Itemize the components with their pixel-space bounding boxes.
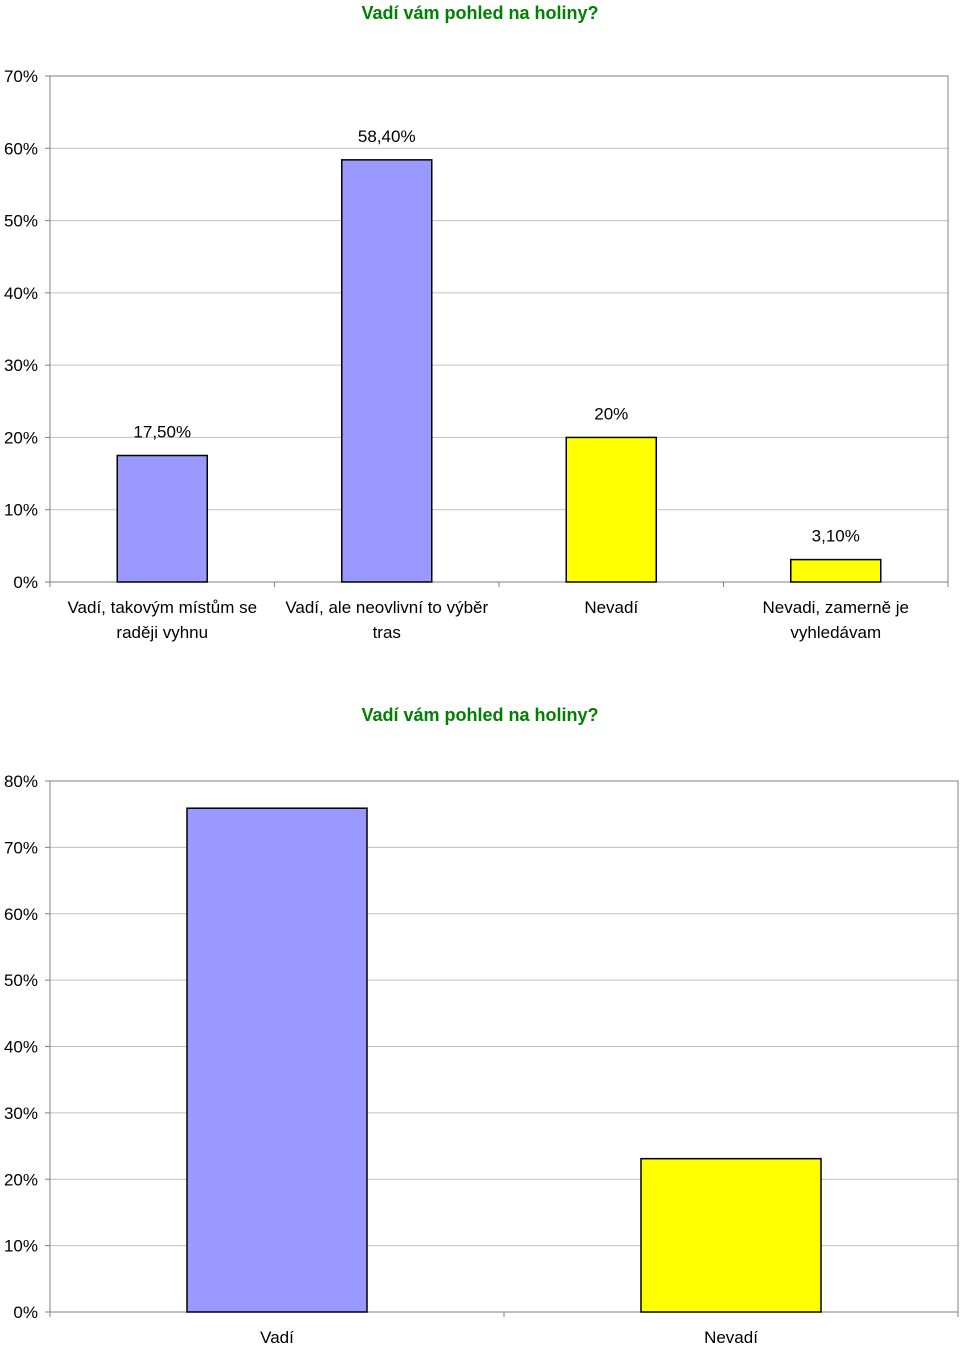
data-label: 3,10% (812, 527, 860, 546)
bar-3 (565, 436, 657, 583)
y-tick-label: 0% (13, 1303, 38, 1322)
y-tick-label: 40% (4, 284, 38, 303)
bar-2 (640, 1157, 822, 1313)
y-tick-label: 80% (4, 772, 38, 791)
category-label: Nevadí (584, 598, 638, 617)
data-label: 17,50% (133, 423, 191, 442)
category-label: Vadí, takovým místům se (67, 598, 257, 617)
y-tick-label: 20% (4, 1170, 38, 1189)
y-tick-label: 10% (4, 1237, 38, 1256)
y-tick-label: 30% (4, 356, 38, 375)
y-tick-label: 60% (4, 139, 38, 158)
category-label: Vadí, ale neovlivní to výběr (285, 598, 488, 617)
data-label: 58,40% (358, 127, 416, 146)
y-tick-label: 20% (4, 428, 38, 447)
category-label: vyhledávam (790, 623, 881, 642)
y-tick-label: 50% (4, 212, 38, 231)
bar-1 (186, 807, 368, 1313)
category-label: raději vyhnu (116, 623, 208, 642)
chart-title: Vadí vám pohled na holiny? (361, 705, 598, 725)
y-tick-label: 60% (4, 905, 38, 924)
data-label: 20% (594, 404, 628, 423)
category-label: Nevadí (704, 1328, 758, 1346)
bar-4 (790, 558, 882, 583)
y-tick-label: 50% (4, 971, 38, 990)
category-label: Vadí (260, 1328, 294, 1346)
y-tick-label: 40% (4, 1038, 38, 1057)
y-tick-label: 0% (13, 573, 38, 592)
chart-title: Vadí vám pohled na holiny? (361, 3, 598, 23)
chart-1: Vadí vám pohled na holiny? 0% 10% 20% 30% 40%… (4, 3, 949, 642)
chart-2: Vadí vám pohled na holiny? 0% 10% 20% 30% 40%… (4, 705, 959, 1346)
y-tick-label: 70% (4, 838, 38, 857)
bar-1 (116, 454, 208, 583)
y-tick-label: 30% (4, 1104, 38, 1123)
bar-2 (341, 159, 433, 583)
y-tick-label: 70% (4, 67, 38, 86)
y-tick-label: 10% (4, 501, 38, 520)
category-label: tras (373, 623, 401, 642)
category-label: Nevadi, zamerně je (763, 598, 909, 617)
